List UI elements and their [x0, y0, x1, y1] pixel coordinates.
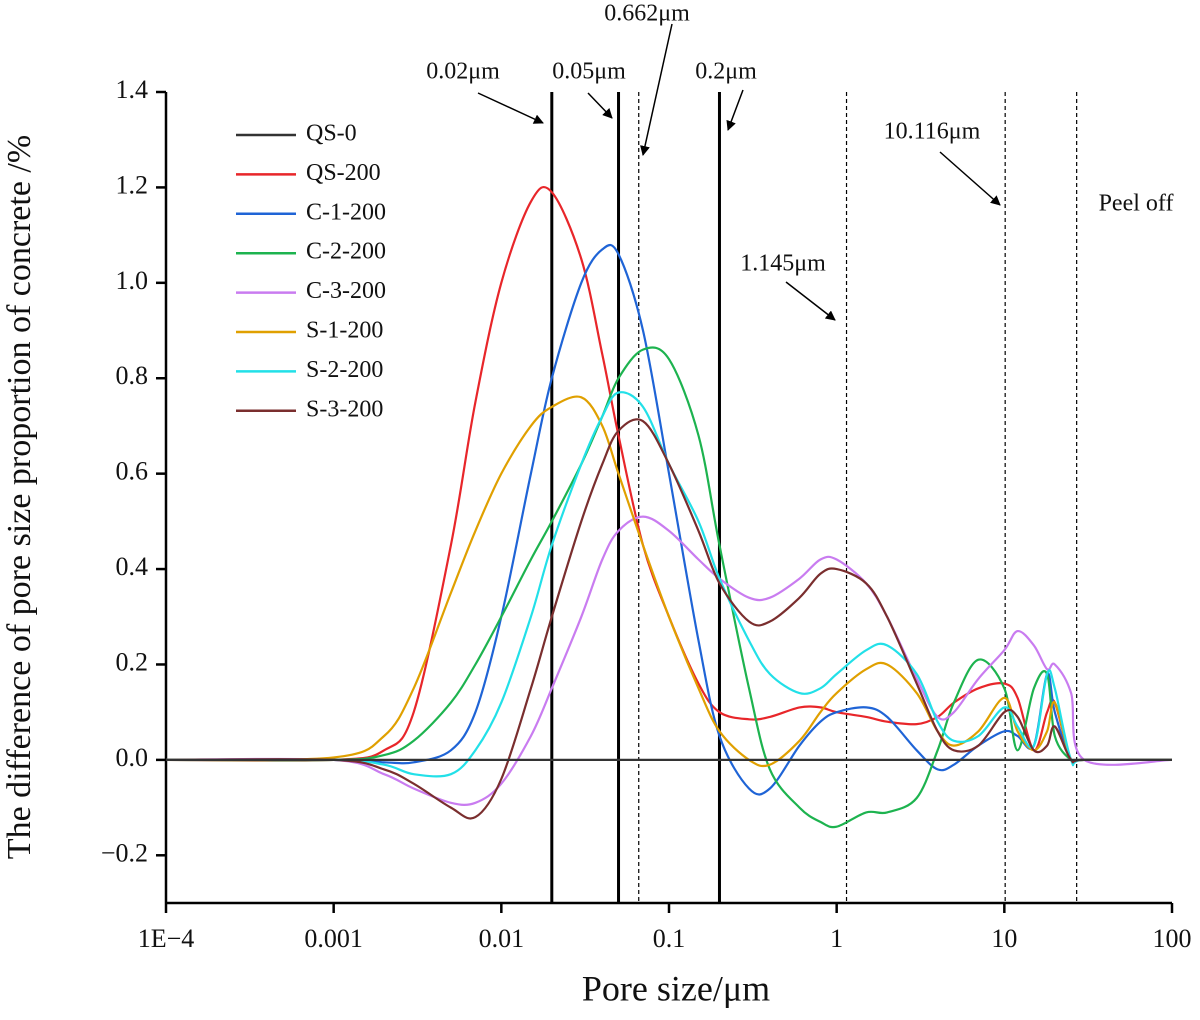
annotation-arrow — [587, 92, 613, 119]
x-axis-label: Pore size/μm — [582, 968, 770, 1008]
series-line — [165, 346, 1172, 829]
legend-label: C-2-200 — [306, 239, 386, 265]
y-tick-label: 0.4 — [116, 552, 149, 581]
series-line — [165, 185, 1172, 766]
y-axis-label: The difference of pore size proportion o… — [1, 135, 38, 859]
x-tick-label: 0.1 — [653, 924, 686, 953]
y-tick-label: −0.2 — [101, 838, 148, 867]
series-line — [165, 243, 1172, 796]
annotation-arrow — [726, 89, 744, 131]
y-tick-label: 0.6 — [116, 457, 149, 486]
annotation: 0.02μm — [426, 59, 500, 85]
annotation-arrow — [939, 151, 1001, 206]
annotation: 0.662μm — [604, 1, 690, 27]
annotation-arrow — [640, 23, 673, 156]
legend-label: S-3-200 — [306, 396, 383, 422]
x-tick-label: 10 — [991, 924, 1017, 953]
x-tick-label: 1E−4 — [138, 924, 195, 953]
legend-label: C-1-200 — [306, 199, 386, 225]
x-tick-label: 0.01 — [479, 924, 525, 953]
annotation: Peel off — [1099, 191, 1174, 217]
x-tick-label: 1 — [830, 924, 843, 953]
legend-label: S-1-200 — [306, 318, 383, 344]
legend-label: S-2-200 — [306, 357, 383, 383]
annotation: 0.2μm — [695, 59, 757, 85]
series-line — [165, 418, 1172, 820]
series-line — [165, 395, 1172, 768]
y-tick-label: 1.0 — [116, 266, 149, 295]
x-tick-label: 0.001 — [304, 924, 363, 953]
y-tick-label: 0.0 — [116, 743, 149, 772]
y-tick-label: 0.8 — [116, 361, 149, 390]
annotation-arrow — [477, 92, 544, 124]
legend-label: QS-200 — [306, 160, 381, 186]
annotation-arrow — [785, 281, 836, 321]
annotation: 10.116μm — [884, 119, 981, 145]
x-tick-label: 100 — [1153, 924, 1192, 953]
series-line — [165, 391, 1172, 778]
legend-label: C-3-200 — [306, 278, 386, 304]
legend-label: QS-0 — [306, 121, 357, 147]
series-line — [165, 515, 1173, 806]
annotation: 0.05μm — [552, 59, 626, 85]
y-tick-label: 1.2 — [116, 170, 149, 199]
y-tick-label: 1.4 — [116, 75, 149, 104]
y-tick-label: 0.2 — [116, 647, 149, 676]
annotation: 1.145μm — [740, 251, 826, 277]
